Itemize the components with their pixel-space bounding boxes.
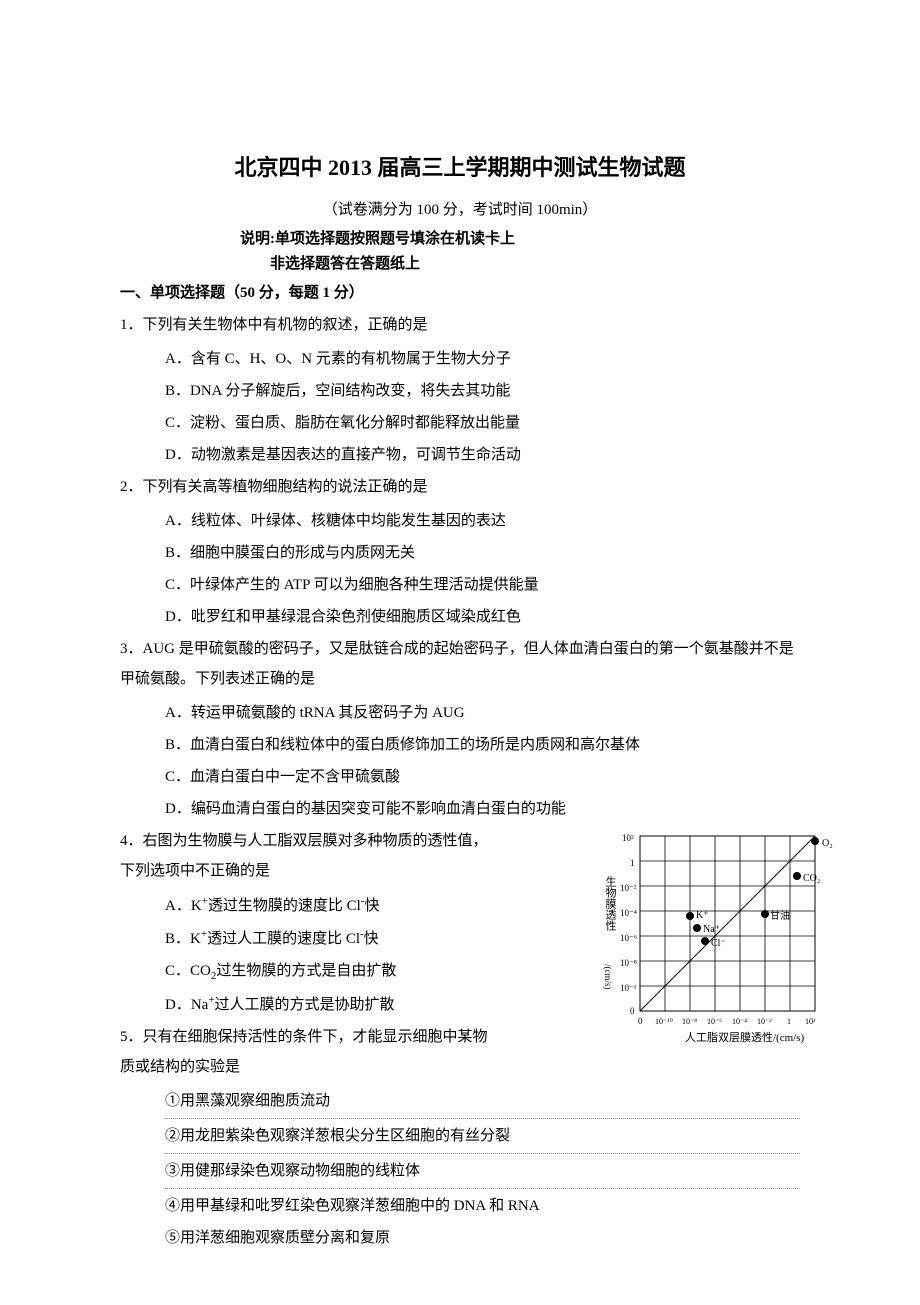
permeability-chart: O₂ CO₂ 甘油 K⁺ Na⁺ Cl⁻ 10² 1 10⁻² 10⁻⁴ 10⁻… [600, 826, 850, 1066]
option-d: D．编码血清白蛋白的基因突变可能不影响血清白蛋白的功能 [165, 794, 800, 824]
svg-text:10⁻¹: 10⁻¹ [620, 983, 637, 993]
question-3: 3．AUG 是甲硫氨酸的密码子，又是肽链合成的起始密码子，但人体血清白蛋白的第一… [120, 634, 800, 824]
svg-text:人工脂双层膜透性/(cm/s): 人工脂双层膜透性/(cm/s) [685, 1030, 804, 1044]
svg-text:10⁻¹⁰: 10⁻¹⁰ [655, 1017, 673, 1026]
svg-text:K⁺: K⁺ [696, 910, 709, 921]
svg-text:10⁻⁶: 10⁻⁶ [707, 1017, 722, 1026]
option-4: ④用甲基绿和吡罗红染色观察洋葱细胞中的 DNA 和 RNA [165, 1191, 800, 1221]
option-d: D．吡罗红和甲基绿混合染色剂使细胞质区域染成红色 [165, 602, 800, 632]
option-b: B．DNA 分子解旋后，空间结构改变，将失去其功能 [165, 376, 800, 406]
option-c: C．CO2过生物膜的方式是自由扩散 [165, 956, 545, 987]
option-d: D．Na+过人工膜的方式是协助扩散 [165, 989, 545, 1020]
option-a: A．转运甲硫氨酸的 tRNA 其反密码子为 AUG [165, 698, 800, 728]
svg-text:10⁻⁴: 10⁻⁴ [620, 908, 637, 918]
svg-text:10²: 10² [622, 833, 634, 843]
svg-text:1: 1 [787, 1017, 791, 1026]
instruction-line1: 说明:单项选择题按照题号填涂在机读卡上 [240, 227, 800, 248]
option-5: ⑤用洋葱细胞观察质壁分离和复原 [165, 1223, 800, 1253]
question-stem: 2．下列有关高等植物细胞结构的说法正确的是 [120, 472, 800, 502]
exam-subtitle: （试卷满分为 100 分，考试时间 100min） [120, 198, 800, 219]
svg-text:0: 0 [630, 1006, 635, 1016]
svg-text:生物膜透性: 生物膜透性 [604, 875, 617, 932]
instruction-line2: 非选择题答在答题纸上 [270, 252, 800, 273]
option-2: ②用龙胆紫染色观察洋葱根尖分生区细胞的有丝分裂 [165, 1121, 800, 1154]
svg-text:/(cm/s): /(cm/s) [603, 964, 613, 990]
option-3: ③用健那绿染色观察动物细胞的线粒体 [165, 1156, 800, 1189]
option-c: C．淀粉、蛋白质、脂肪在氧化分解时都能释放出能量 [165, 408, 800, 438]
option-c: C．血清白蛋白中一定不含甲硫氨酸 [165, 762, 800, 792]
question-stem: 4．右图为生物膜与人工脂双层膜对多种物质的透性值，下列选项中不正确的是 [120, 826, 500, 886]
option-a: A．含有 C、H、O、N 元素的有机物属于生物大分子 [165, 344, 800, 374]
option-c: C．叶绿体产生的 ATP 可以为细胞各种生理活动提供能量 [165, 570, 800, 600]
option-d: D．动物激素是基因表达的直接产物，可调节生命活动 [165, 440, 800, 470]
section-title: 一、单项选择题（50 分，每题 1 分） [120, 281, 800, 302]
svg-text:10⁻⁸: 10⁻⁸ [682, 1017, 697, 1026]
svg-text:10⁻⁶: 10⁻⁶ [620, 933, 637, 943]
question-2: 2．下列有关高等植物细胞结构的说法正确的是 A．线粒体、叶绿体、核糖体中均能发生… [120, 472, 800, 632]
svg-text:CO₂: CO₂ [803, 873, 820, 884]
svg-text:Cl⁻: Cl⁻ [711, 938, 726, 949]
svg-text:10⁻⁴: 10⁻⁴ [732, 1017, 747, 1026]
exam-title: 北京四中 2013 届高三上学期期中测试生物试题 [120, 150, 800, 182]
svg-text:甘油: 甘油 [770, 909, 790, 922]
svg-text:1: 1 [630, 858, 635, 868]
svg-text:10⁻²: 10⁻² [757, 1017, 772, 1026]
option-b: B．血清白蛋白和线粒体中的蛋白质修饰加工的场所是内质网和高尔基体 [165, 730, 800, 760]
svg-text:0: 0 [638, 1016, 643, 1026]
option-b: B．细胞中膜蛋白的形成与内质网无关 [165, 538, 800, 568]
svg-text:10²: 10² [805, 1017, 816, 1026]
question-4-wrap: O₂ CO₂ 甘油 K⁺ Na⁺ Cl⁻ 10² 1 10⁻² 10⁻⁴ 10⁻… [120, 826, 800, 1020]
question-stem: 1．下列有关生物体中有机物的叙述，正确的是 [120, 310, 800, 340]
option-a: A．K+透过生物膜的速度比 Cl-快 [165, 890, 545, 921]
question-1: 1．下列有关生物体中有机物的叙述，正确的是 A．含有 C、H、O、N 元素的有机… [120, 310, 800, 470]
option-a: A．线粒体、叶绿体、核糖体中均能发生基因的表达 [165, 506, 800, 536]
svg-text:Na⁺: Na⁺ [703, 924, 720, 935]
svg-text:10⁻²: 10⁻² [620, 883, 637, 893]
option-b: B．K+透过人工膜的速度比 Cl-快 [165, 923, 545, 954]
svg-text:O₂: O₂ [822, 838, 833, 849]
question-stem: 5．只有在细胞保持活性的条件下，才能显示细胞中某物质或结构的实验是 [120, 1022, 500, 1082]
svg-text:10⁻⁸: 10⁻⁸ [620, 958, 637, 968]
question-stem: 3．AUG 是甲硫氨酸的密码子，又是肽链合成的起始密码子，但人体血清白蛋白的第一… [120, 634, 800, 694]
option-1: ①用黑藻观察细胞质流动 [165, 1086, 800, 1119]
